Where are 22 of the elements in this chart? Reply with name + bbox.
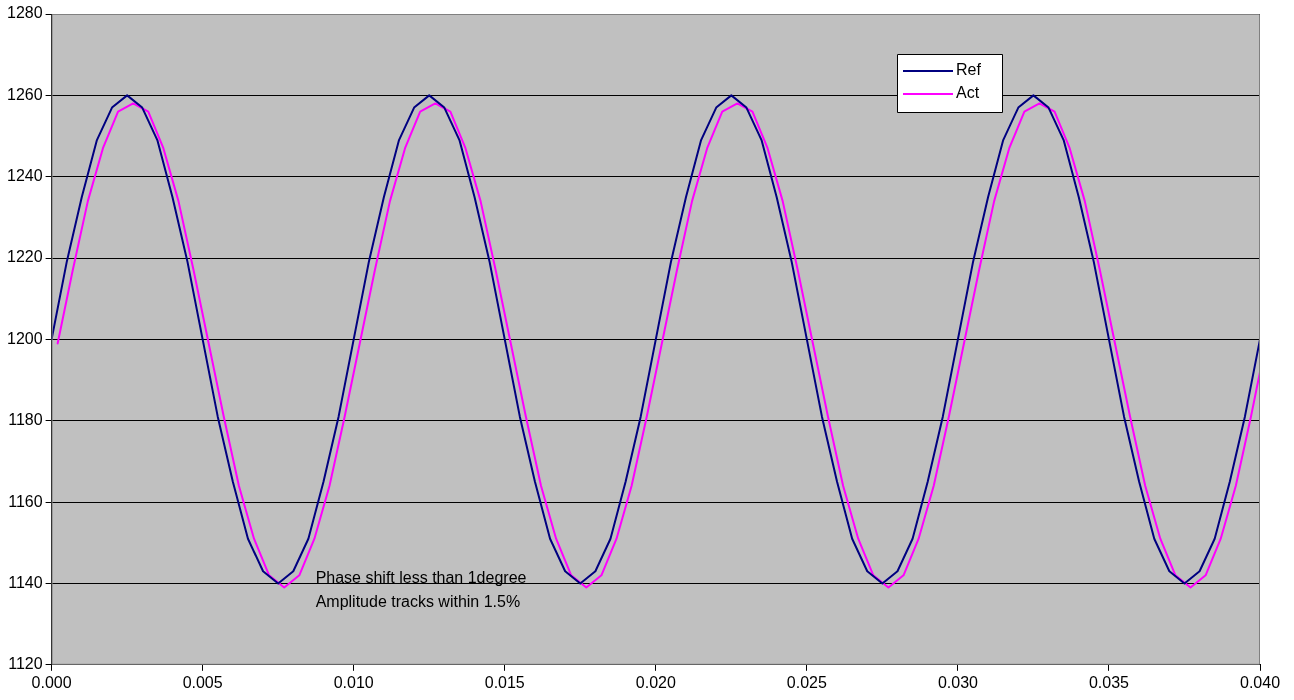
- annotation: Phase shift less than 1degree: [315, 569, 527, 587]
- legend-label: Ref: [956, 61, 982, 79]
- x-tick-label: 0.020: [635, 673, 676, 691]
- x-tick-label: 0.035: [1088, 673, 1130, 691]
- x-tick-label: 0.005: [182, 673, 223, 691]
- x-tick-label: 0.025: [786, 673, 827, 691]
- annotation: Amplitude tracks within 1.5%: [315, 593, 521, 611]
- y-tick-label: 1280: [7, 4, 43, 22]
- y-tick-label: 1180: [8, 411, 43, 429]
- x-tick-label: 0.015: [484, 673, 525, 691]
- y-tick-label: 1140: [8, 573, 43, 591]
- x-tick-label: 0.010: [333, 673, 374, 691]
- y-tick-label: 1220: [7, 248, 43, 266]
- y-tick-label: 1160: [8, 492, 43, 510]
- x-tick-label: 0.040: [1239, 673, 1281, 691]
- x-tick-label: 0.030: [937, 673, 979, 691]
- legend-label: Act: [956, 84, 980, 102]
- y-tick-label: 1200: [7, 329, 43, 347]
- x-tick-label: 0.000: [31, 673, 72, 691]
- y-tick-label: 1260: [7, 85, 43, 103]
- y-tick-label: 1240: [7, 167, 43, 185]
- y-tick-label: 1120: [8, 655, 43, 673]
